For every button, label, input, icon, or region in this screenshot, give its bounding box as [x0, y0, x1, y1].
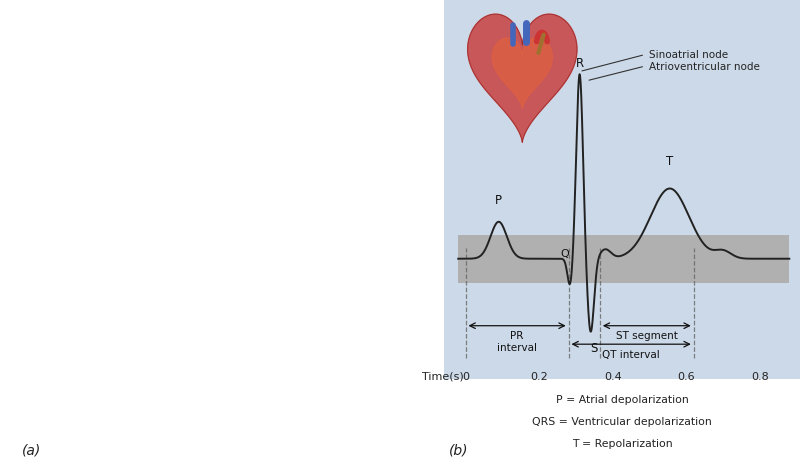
Text: P: P — [495, 194, 502, 207]
Text: 0.6: 0.6 — [678, 371, 695, 382]
Polygon shape — [468, 14, 577, 142]
Text: QT interval: QT interval — [602, 350, 660, 360]
Text: Q: Q — [561, 249, 570, 259]
Text: R: R — [575, 57, 584, 70]
Bar — [444, 0, 800, 379]
Text: 0.4: 0.4 — [604, 371, 622, 382]
Text: P = Atrial depolarization: P = Atrial depolarization — [556, 395, 688, 405]
Text: PR
interval: PR interval — [497, 331, 537, 353]
Text: S: S — [590, 342, 598, 355]
Text: 0.2: 0.2 — [530, 371, 548, 382]
Text: 0: 0 — [462, 371, 469, 382]
Text: Atrioventricular node: Atrioventricular node — [649, 62, 759, 72]
Text: (b): (b) — [449, 444, 468, 457]
Text: Time(s): Time(s) — [422, 371, 464, 382]
Bar — [458, 235, 790, 283]
Text: Sinoatrial node: Sinoatrial node — [649, 50, 728, 61]
Text: 0.8: 0.8 — [751, 371, 769, 382]
Text: ST segment: ST segment — [616, 331, 678, 341]
Polygon shape — [492, 38, 552, 109]
Text: (a): (a) — [22, 444, 41, 457]
Text: T = Repolarization: T = Repolarization — [572, 439, 672, 449]
Text: T: T — [666, 155, 674, 168]
Text: QRS = Ventricular depolarization: QRS = Ventricular depolarization — [532, 417, 712, 427]
